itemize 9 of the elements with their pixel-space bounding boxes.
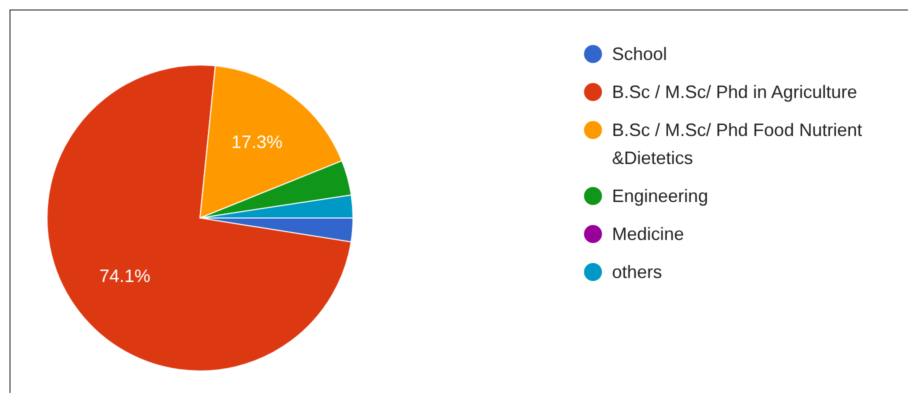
pie-slice [46,64,352,372]
data-label: 74.1% [99,266,150,286]
legend-label: B.Sc / M.Sc/ Phd in Agriculture [612,82,858,102]
data-label: 17.3% [231,132,282,152]
legend-label: Engineering [612,186,708,206]
legend-label: others [612,262,662,282]
legend-label: School [612,44,668,64]
legend-label: B.Sc / M.Sc/ Phd Food Nutrient &Dietetics [612,120,862,168]
legend-label: Medicine [612,224,684,244]
